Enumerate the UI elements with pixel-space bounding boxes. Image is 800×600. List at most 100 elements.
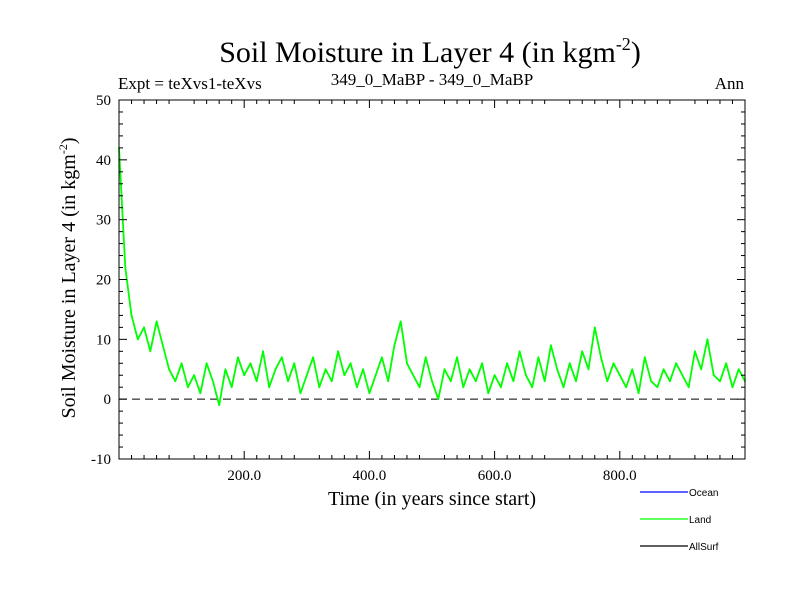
subtitle-left: Expt = teXvs1-teXvs [118,74,262,93]
data-point [737,368,740,371]
series-line-land [118,147,746,406]
data-point [562,386,565,389]
data-point [255,380,258,383]
data-point [669,380,671,383]
data-point [212,380,214,383]
data-point [587,368,590,371]
title-close: ) [631,36,641,69]
data-point [487,392,490,395]
data-point [287,380,289,383]
data-point [493,374,496,377]
data-point [719,380,721,383]
data-point [593,326,596,329]
data-point [643,356,646,359]
data-point [462,386,465,389]
data-point [243,374,246,377]
data-point [136,338,139,341]
data-point [506,362,508,365]
data-point [675,362,677,365]
data-point [305,374,308,377]
data-point [656,386,659,389]
data-point [312,356,314,359]
data-point [612,362,615,365]
data-point [343,374,346,377]
data-point [700,368,703,371]
data-point [637,392,640,395]
data-point [161,344,164,347]
data-point [456,356,458,359]
data-point [337,350,339,353]
data-point [687,386,690,389]
legend-label-allsurf: AllSurf [689,542,719,553]
data-point [356,386,358,389]
data-point [443,368,446,371]
data-point [299,392,302,395]
data-point [393,344,396,347]
data-point [224,368,227,371]
legend-label-ocean: Ocean [689,488,718,499]
data-point [349,362,352,365]
x-axis-label: Time (in years since start) [328,488,536,510]
data-point [187,386,189,389]
data-point [381,356,383,359]
y-tick-label: 40 [96,153,111,169]
data-point [143,326,145,329]
y-tick-label: 20 [96,273,111,289]
data-point [525,374,527,377]
data-point [180,362,183,365]
data-point [362,368,364,371]
data-point [606,380,609,383]
data-point [324,368,327,371]
data-point [124,266,127,269]
subtitle-right: Ann [715,74,745,93]
data-point [662,368,665,371]
data-point [268,386,271,389]
data-point [550,344,552,347]
data-point [581,350,584,353]
data-point [468,368,471,371]
data-point [706,338,709,341]
data-point [725,362,728,365]
data-point [424,356,427,359]
data-point [437,398,440,401]
data-point [500,386,502,389]
data-point [575,380,577,383]
data-point [531,386,534,389]
data-point [368,392,371,395]
data-point [556,368,559,371]
data-point [712,374,715,377]
legend-label-land: Land [689,515,711,526]
data-point [293,362,296,365]
data-point [168,368,171,371]
data-point [537,356,540,359]
y-tick-label: -10 [91,452,111,468]
data-point [681,374,684,377]
y-tick-label: 10 [96,332,111,348]
x-tick-label: 400.0 [353,468,387,484]
data-point [174,380,177,383]
plot-frame [118,99,746,460]
y-axis-label-close: ) [58,137,80,144]
data-point [318,386,321,389]
y-axis-label-exponent: -2 [56,144,70,154]
data-point [280,356,283,359]
data-point [130,314,133,317]
data-point [449,380,452,383]
data-point [412,374,415,377]
data-point [193,374,196,377]
data-point [374,374,377,377]
plot-area: -10 0 10 20 30 40 50 200.0 400.0 600.0 800.0 [91,93,746,484]
data-point [230,386,233,389]
data-point [149,350,152,353]
data-point [650,380,652,383]
data-point [199,392,202,395]
data-point [155,320,158,323]
y-tick-label: 50 [96,93,111,109]
data-point [218,404,221,406]
data-point [387,380,390,383]
chart-title: Soil Moisture in Layer 4 (in kgm-2) [219,34,641,69]
data-point [568,362,571,365]
data-point [237,356,239,359]
svg-text:Soil Moisture in Layer 4 (in k: Soil Moisture in Layer 4 (in kgm-2) [56,137,80,418]
data-point [406,362,408,365]
